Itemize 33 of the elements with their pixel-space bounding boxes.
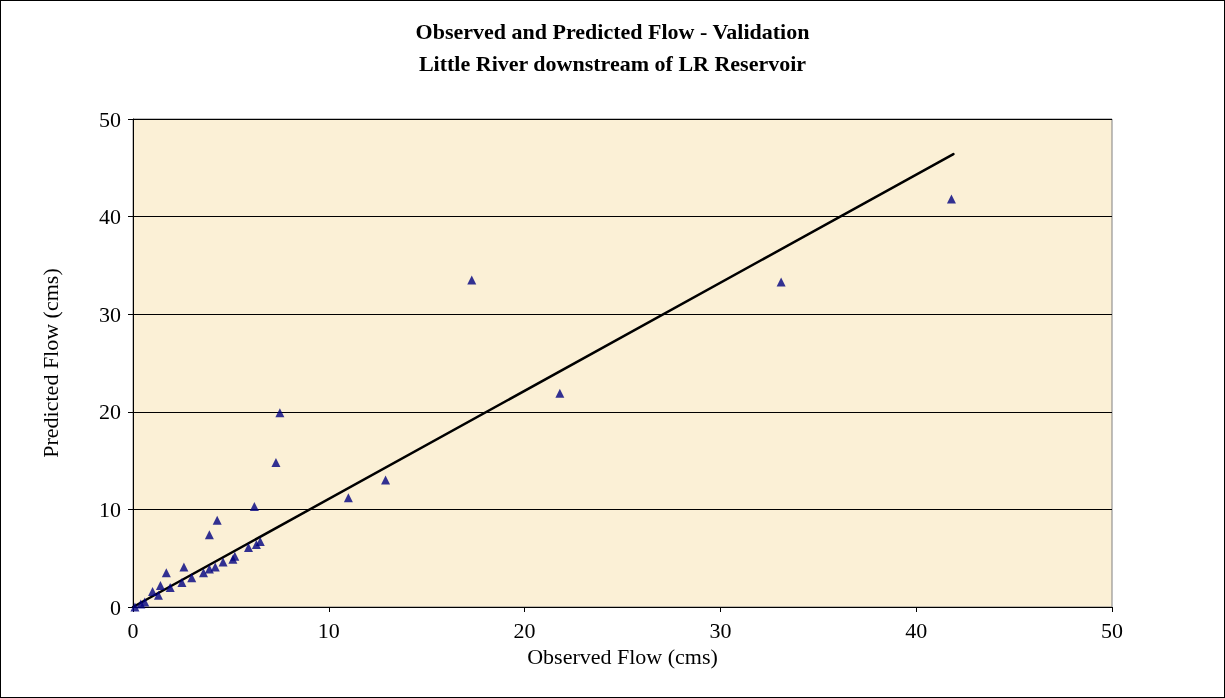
y-tick-label: 40	[99, 204, 121, 230]
point	[555, 388, 565, 398]
y-tick-label: 50	[99, 106, 121, 132]
x-tick-label: 10	[317, 617, 340, 643]
point	[343, 493, 353, 503]
point	[155, 581, 165, 591]
x-tick-label: 50	[1101, 617, 1123, 643]
x-tick-label: 20	[513, 617, 536, 643]
point	[249, 501, 259, 511]
point	[946, 194, 956, 204]
point	[244, 542, 254, 552]
x-axis-title: Observed Flow (cms)	[527, 644, 718, 670]
x-tick-label: 0	[127, 617, 139, 643]
point	[153, 590, 163, 600]
chart-subtitle: Little River downstream of LR Reservoir	[418, 50, 807, 76]
point	[271, 458, 281, 468]
point	[467, 275, 477, 285]
point	[198, 568, 208, 578]
point	[218, 557, 228, 567]
chart-title: Observed and Predicted Flow - Validation	[415, 18, 810, 44]
x-tick-label: 30	[709, 617, 732, 643]
point	[381, 475, 391, 485]
x-tick-label: 40	[905, 617, 928, 643]
y-tick-label: 30	[99, 301, 121, 327]
point	[148, 586, 158, 596]
y-tick-label: 10	[99, 496, 121, 522]
y-axis-title: Predicted Flow (cms)	[37, 268, 63, 458]
point	[212, 515, 222, 525]
point	[165, 582, 175, 592]
y-tick-label: 20	[99, 399, 121, 425]
point	[140, 597, 150, 607]
y-tick-label: 0	[110, 594, 121, 620]
point	[177, 578, 187, 588]
